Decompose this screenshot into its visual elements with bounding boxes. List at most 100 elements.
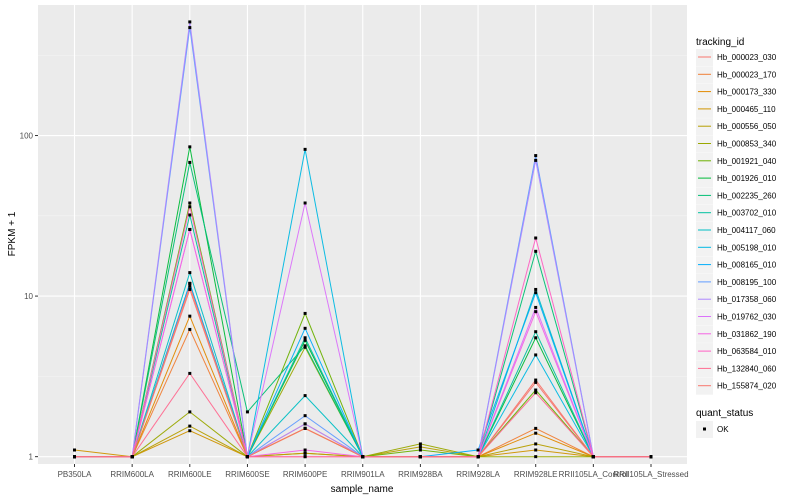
legend-label: Hb_000853_340 (717, 140, 777, 149)
data-point (476, 455, 480, 459)
data-point (188, 371, 192, 375)
data-point (245, 455, 249, 459)
data-point (188, 201, 192, 205)
data-point (188, 213, 192, 217)
data-point (188, 429, 192, 433)
data-point (188, 227, 192, 231)
data-point (188, 160, 192, 164)
data-point (303, 414, 307, 418)
x-tick-label: RRIM600PE (283, 470, 327, 479)
data-point (303, 338, 307, 342)
data-point (188, 314, 192, 318)
legend-label: Hb_063584_010 (717, 347, 777, 356)
legend-label: Hb_017358_060 (717, 295, 777, 304)
data-point (649, 455, 653, 459)
shape-legend-title: quant_status (696, 408, 753, 419)
legend-label: Hb_000465_110 (717, 105, 776, 114)
data-point (534, 330, 538, 334)
data-point (303, 336, 307, 340)
x-tick-label: RRIM600LE (168, 470, 212, 479)
data-point (534, 249, 538, 253)
data-point (303, 311, 307, 315)
shape-legend: OK (696, 421, 729, 438)
data-point (245, 410, 249, 414)
data-point (188, 327, 192, 331)
data-point (534, 305, 538, 309)
data-point (534, 391, 538, 395)
data-point (418, 442, 422, 446)
data-point (534, 236, 538, 240)
data-point (534, 336, 538, 340)
data-point (188, 271, 192, 275)
legend-label: Hb_000023_170 (717, 70, 777, 79)
legend-label: Hb_008195_100 (717, 278, 777, 287)
data-point (534, 154, 538, 158)
legend-label: Hb_001926_010 (717, 174, 777, 183)
x-tick-label: RRIM928LE (514, 470, 558, 479)
shape-legend-key-square (703, 427, 706, 431)
legend-label: Hb_003702_010 (717, 209, 777, 218)
legend-label: Hb_002235_260 (717, 191, 777, 200)
data-point (188, 284, 192, 288)
legend: Hb_000023_030 Hb_000023_170 Hb_000173_330 H… (696, 49, 777, 395)
data-point (188, 145, 192, 149)
legend-label: Hb_000023_030 (717, 53, 777, 62)
x-tick-label: RRII105LA_Stressed (613, 470, 688, 479)
data-point (73, 455, 76, 459)
legend-label: Hb_019762_030 (717, 313, 777, 322)
legend-label: Hb_155874_020 (717, 382, 777, 391)
data-point (303, 147, 307, 151)
data-point (418, 448, 422, 452)
x-axis-title: sample_name (331, 484, 394, 495)
legend-label: Hb_001921_040 (717, 157, 777, 166)
data-point (188, 424, 192, 428)
legend-label: Hb_004117_060 (717, 226, 776, 235)
data-point (534, 442, 538, 446)
shape-legend-label: OK (717, 425, 729, 434)
legend-label: Hb_000556_050 (717, 122, 777, 131)
data-point (534, 378, 538, 382)
data-point (188, 287, 192, 291)
legend-label: Hb_031862_190 (717, 330, 777, 339)
data-point (534, 353, 538, 357)
x-tick-label: RRIM600LA (110, 470, 154, 479)
y-axis-title: FPKM + 1 (7, 211, 18, 256)
data-point (534, 431, 538, 435)
data-point (303, 394, 307, 398)
data-point (188, 281, 192, 285)
data-point (188, 410, 192, 414)
x-tick-label: RRIM901LA (341, 470, 385, 479)
legend-label: Hb_008165_010 (717, 261, 777, 270)
data-point (534, 158, 538, 162)
x-tick-label: RRIM928LA (456, 470, 500, 479)
data-point (303, 422, 307, 426)
points-layer (73, 20, 653, 459)
data-point (188, 26, 192, 30)
x-tick-label: RRIM928BA (398, 470, 443, 479)
data-point (361, 455, 365, 459)
data-point (534, 291, 538, 295)
data-point (303, 326, 307, 330)
data-point (303, 455, 307, 459)
data-point (303, 451, 307, 455)
data-point (534, 380, 538, 384)
data-point (591, 455, 595, 459)
data-point (418, 445, 422, 449)
data-point (188, 205, 192, 209)
grid-layer (38, 5, 687, 464)
y-tick-label: 10 (24, 292, 33, 301)
x-tick-label: RRII105LA_Control (559, 470, 629, 479)
data-point (534, 388, 538, 392)
x-tick-label: PB350LA (58, 470, 92, 479)
legend-label: Hb_000173_330 (717, 88, 777, 97)
axis-layer: 1 10 100 PB350LA RRIM600LA RRIM600LE RRIM600SE… (20, 132, 689, 479)
x-tick-label: RRIM600SE (225, 470, 269, 479)
data-point (303, 201, 307, 205)
legend-title: tracking_id (696, 37, 744, 48)
y-tick-label: 100 (20, 132, 34, 141)
data-point (534, 426, 538, 430)
data-point (534, 287, 538, 291)
data-point (476, 448, 480, 452)
legend-label: Hb_132840_060 (717, 364, 777, 373)
